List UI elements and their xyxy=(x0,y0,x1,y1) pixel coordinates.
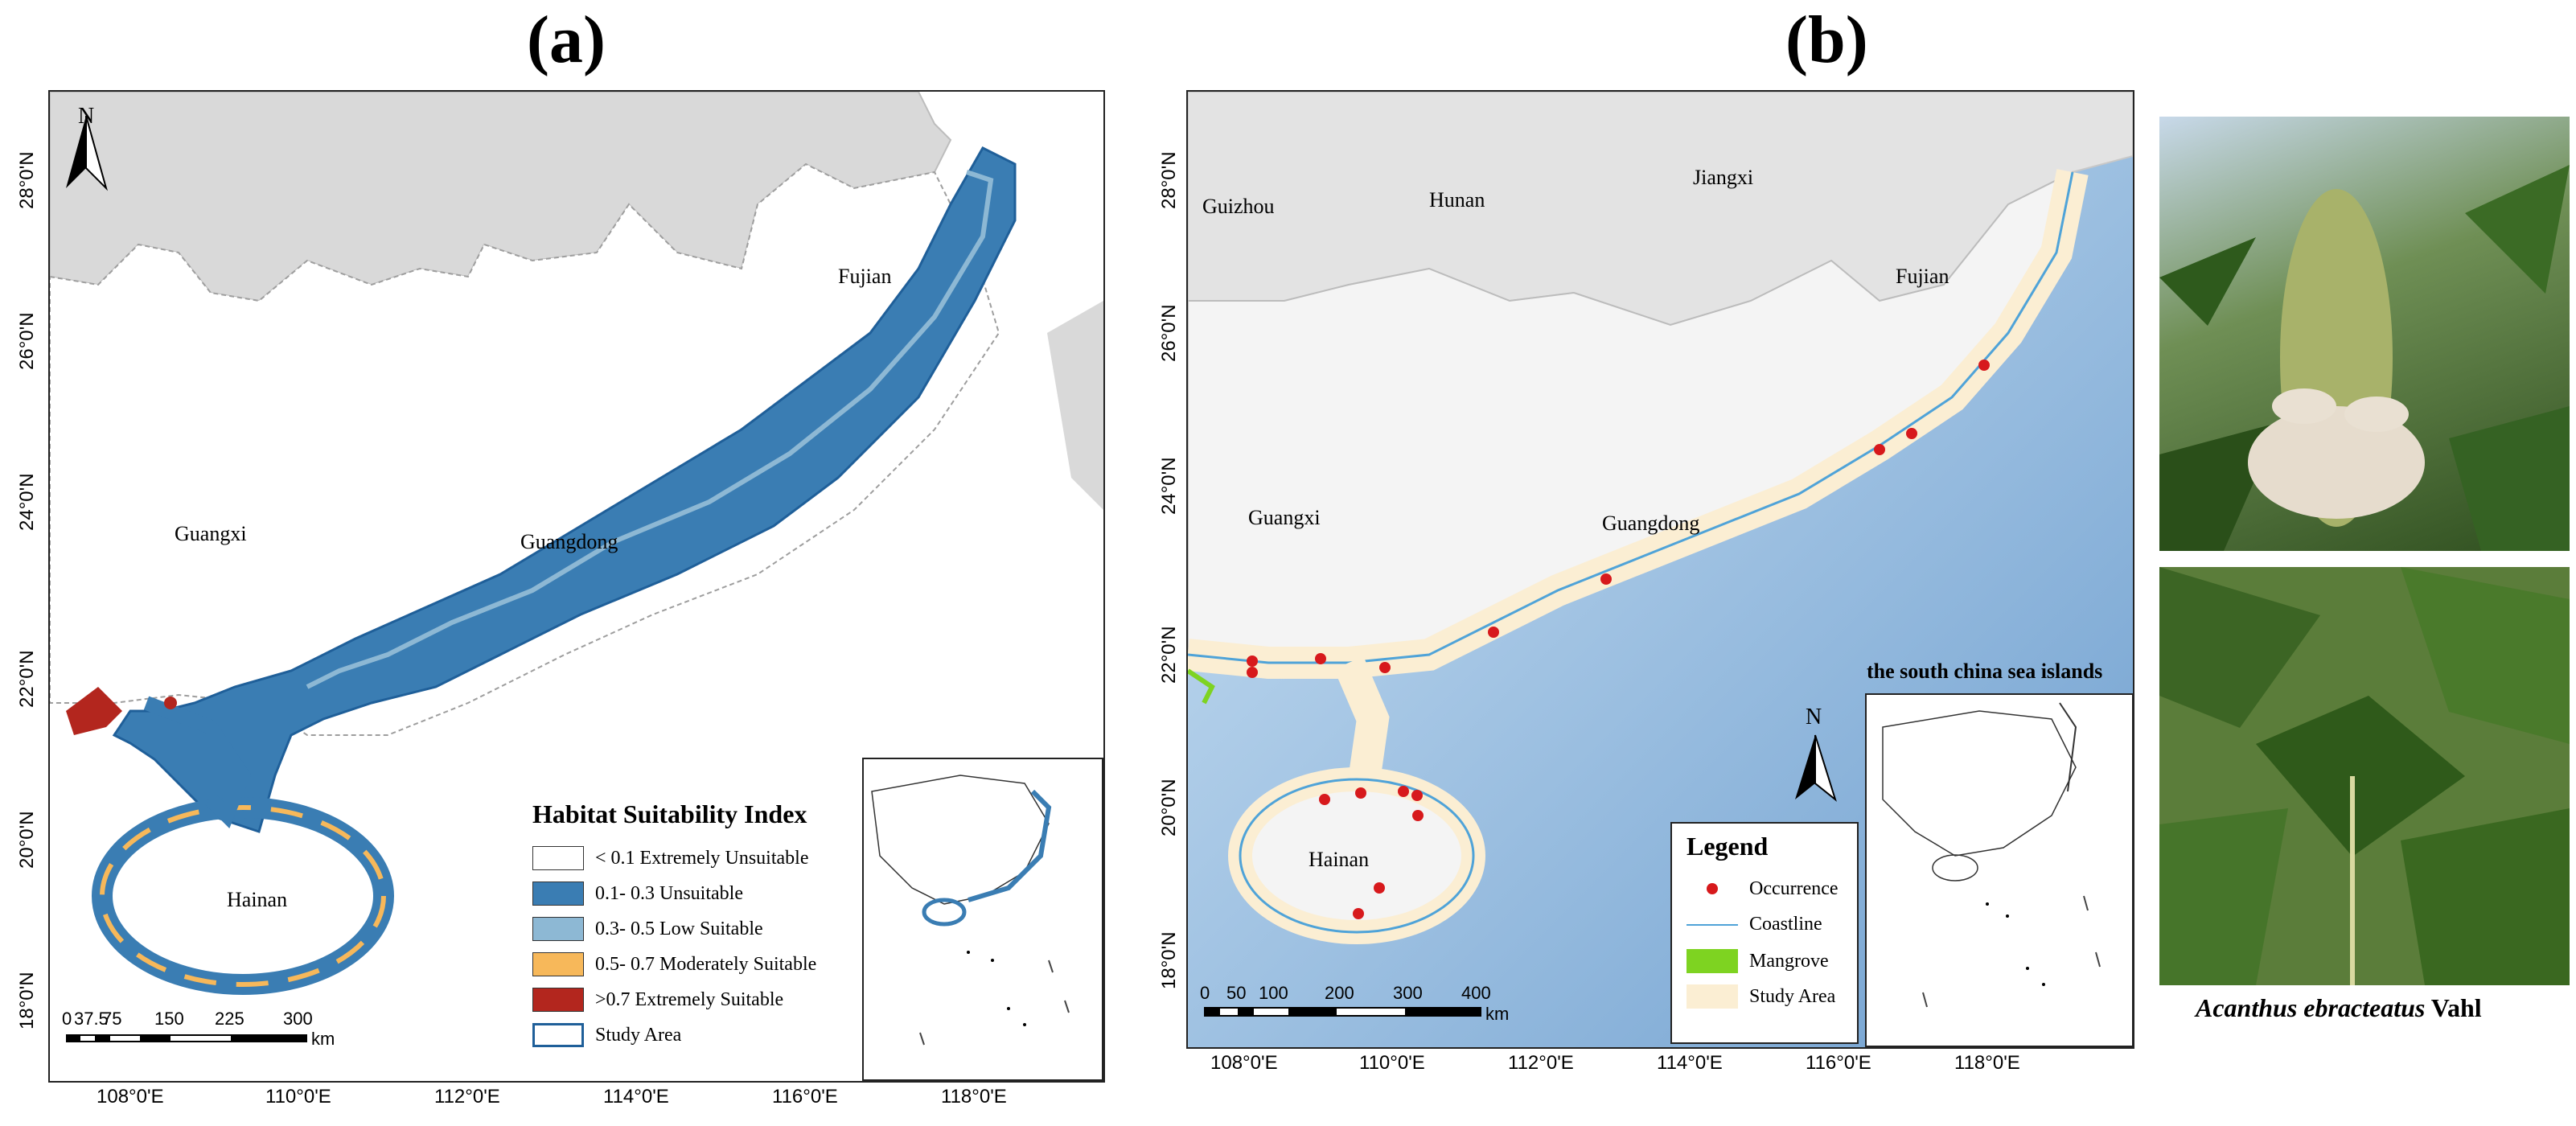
scale-unit: km xyxy=(311,1029,335,1049)
north-arrow-icon-a xyxy=(66,115,108,191)
scale-label: 225 xyxy=(215,1009,244,1029)
legend-row: Study Area xyxy=(532,1023,681,1047)
photo-caption: Acanthus ebracteatus Vahl xyxy=(2196,993,2482,1022)
scale-label: 0 xyxy=(62,1009,72,1029)
region-guangdong-a: Guangdong xyxy=(520,530,618,553)
lon-tick: 110°0'E xyxy=(265,1086,331,1108)
legend-title: Legend xyxy=(1687,832,1769,861)
scale-label: 300 xyxy=(283,1009,313,1029)
lon-tick: 114°0'E xyxy=(1657,1052,1723,1074)
lat-tick: 22°0'N xyxy=(16,650,38,708)
inset-map-a xyxy=(862,758,1103,1081)
lat-tick: 18°0'N xyxy=(16,972,38,1029)
lon-tick: 116°0'E xyxy=(772,1086,838,1108)
legend-row: 0.5- 0.7 Moderately Suitable xyxy=(532,952,816,976)
scale-label: 37.5 xyxy=(74,1009,109,1029)
lon-tick: 116°0'E xyxy=(1806,1052,1871,1074)
region-hainan-b: Hainan xyxy=(1309,848,1370,871)
occurrence-legend: Legend Occurrence Coastline Mangrove Stu… xyxy=(1670,822,1859,1044)
lon-tick: 110°0'E xyxy=(1359,1052,1425,1074)
lon-tick: 118°0'E xyxy=(1954,1052,2020,1074)
legend-row: >0.7 Extremely Suitable xyxy=(532,988,783,1012)
inset-title: the south china sea islands xyxy=(1867,660,2103,683)
legend-row: Study Area xyxy=(1687,984,1835,1009)
region-guizhou: Guizhou xyxy=(1202,195,1275,218)
lon-tick: 118°0'E xyxy=(941,1086,1007,1108)
region-hainan-a: Hainan xyxy=(227,888,288,911)
legend-row: Mangrove xyxy=(1687,949,1829,973)
legend-row: Coastline xyxy=(1687,914,1822,935)
lat-tick: 28°0'N xyxy=(16,151,38,209)
scale-unit: km xyxy=(1485,1004,1510,1024)
lat-tick: 20°0'N xyxy=(1158,779,1180,836)
legend-row: 0.3- 0.5 Low Suitable xyxy=(532,917,763,941)
north-arrow-icon-b xyxy=(1795,734,1837,802)
legend-row: < 0.1 Extremely Unsuitable xyxy=(532,846,808,870)
scale-label: 50 xyxy=(1226,983,1247,1003)
scale-label: 200 xyxy=(1325,983,1354,1003)
scale-label: 100 xyxy=(1259,983,1288,1003)
plant-photo-top xyxy=(2159,117,2570,551)
lat-tick: 24°0'N xyxy=(1158,457,1180,515)
scale-label: 150 xyxy=(154,1009,184,1029)
lon-tick: 108°0'E xyxy=(97,1086,164,1108)
scale-label: 0 xyxy=(1200,983,1210,1003)
habitat-legend: Habitat Suitability Index < 0.1 Extremel… xyxy=(532,799,870,1065)
lat-tick: 22°0'N xyxy=(1158,626,1180,684)
region-guangxi-b: Guangxi xyxy=(1248,506,1321,529)
region-guangdong-b: Guangdong xyxy=(1602,512,1700,535)
scale-bar-b xyxy=(1204,1007,1481,1017)
legend-row: 0.1- 0.3 Unsuitable xyxy=(532,881,743,906)
occurrence-map: Guizhou Hunan Jiangxi Fujian Guangxi Gua… xyxy=(1186,90,2134,1049)
region-hunan: Hunan xyxy=(1429,188,1485,212)
legend-title: Habitat Suitability Index xyxy=(532,799,807,828)
north-label-b: N xyxy=(1806,705,1822,729)
panel-b-label: (b) xyxy=(1785,2,1868,77)
region-fujian-b: Fujian xyxy=(1896,265,1949,288)
lat-tick: 24°0'N xyxy=(16,473,38,531)
region-jiangxi: Jiangxi xyxy=(1693,166,1754,189)
scale-label: 400 xyxy=(1461,983,1491,1003)
scale-bar-a xyxy=(66,1034,307,1042)
lon-tick: 112°0'E xyxy=(434,1086,500,1108)
plant-photo-bottom xyxy=(2159,567,2570,985)
region-fujian-a: Fujian xyxy=(838,265,892,288)
occurrence-points xyxy=(1247,360,1990,919)
habitat-suitability-map: Fujian Guangxi Guangdong Hainan N 0 37.5… xyxy=(48,90,1105,1083)
scale-label: 300 xyxy=(1393,983,1423,1003)
lat-tick: 18°0'N xyxy=(1158,931,1180,989)
south-china-sea-inset: the south china sea islands xyxy=(1865,660,2133,1047)
lon-tick: 114°0'E xyxy=(603,1086,669,1108)
lon-tick: 112°0'E xyxy=(1508,1052,1574,1074)
region-guangxi-a: Guangxi xyxy=(175,522,247,545)
north-label-a: N xyxy=(78,104,95,129)
scale-label: 75 xyxy=(102,1009,122,1029)
legend-row: Occurrence xyxy=(1687,878,1839,900)
lon-tick: 108°0'E xyxy=(1210,1052,1278,1074)
lat-tick: 28°0'N xyxy=(1158,151,1180,209)
lat-tick: 26°0'N xyxy=(1158,304,1180,362)
habitat-map-svg xyxy=(50,92,1103,1042)
lat-tick: 20°0'N xyxy=(16,811,38,869)
panel-a-label: (a) xyxy=(527,2,606,77)
lat-tick: 26°0'N xyxy=(16,312,38,370)
